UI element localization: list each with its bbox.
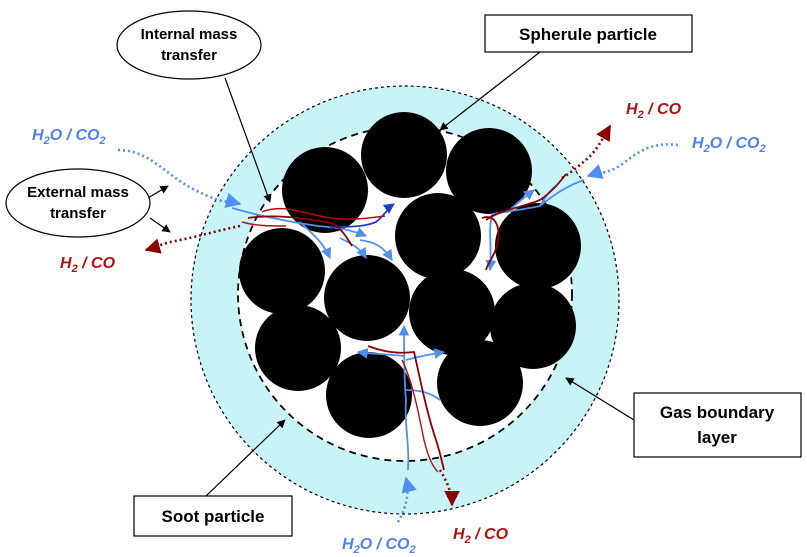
- product-label-right: H2 / CO: [626, 101, 682, 121]
- pore-path: [356, 348, 405, 359]
- pore-path: [299, 221, 331, 259]
- pointer-spherule: [439, 51, 541, 131]
- soot-particle-text: Soot particle: [162, 507, 265, 526]
- spherule: [324, 255, 410, 341]
- product-label-left: H2 / CO: [60, 255, 116, 275]
- pointer-internal-mass-transfer: [224, 77, 272, 203]
- pore-path: [405, 348, 446, 361]
- gas-boundary-text-line1: Gas boundary: [660, 403, 775, 422]
- spherule: [490, 283, 576, 369]
- pointer-external-top: [147, 185, 169, 199]
- gas-boundary-text-line2: layer: [697, 428, 737, 447]
- reactant-inflow-bottom: [396, 476, 417, 523]
- pore-path: [231, 207, 367, 238]
- pore-path: [401, 359, 439, 473]
- spherule: [282, 147, 368, 233]
- internal-mass-text-line2: transfer: [161, 47, 217, 64]
- pore-path: [339, 237, 367, 259]
- spherule: [326, 352, 412, 438]
- spherule: [239, 228, 325, 314]
- reactant-label-right: H2O / CO2: [692, 135, 766, 155]
- external-mass-text-line2: transfer: [50, 205, 106, 222]
- spherule: [409, 269, 495, 355]
- reactant-label-left: H2O / CO2: [32, 127, 106, 147]
- label-external-mass-transfer: External mass transfer: [5, 168, 151, 238]
- label-gas-boundary-layer: Gas boundary layer: [633, 392, 802, 458]
- pore-path: [329, 203, 395, 229]
- pointer-soot-particle: [205, 419, 286, 497]
- pore-path: [261, 207, 386, 220]
- pore-path: [485, 179, 585, 272]
- pointer-gas-boundary: [565, 377, 635, 421]
- internal-mass-text-line1: Internal mass: [141, 26, 238, 43]
- spherule: [395, 193, 481, 279]
- external-mass-text-line1: External mass: [27, 184, 129, 201]
- spherule-particle-text: Spherule particle: [519, 25, 657, 44]
- spherule: [255, 305, 341, 391]
- reactant-label-bottom: H2O / CO2: [342, 536, 416, 556]
- spherule: [437, 340, 523, 426]
- label-spherule-particle: Spherule particle: [484, 14, 693, 53]
- reactant-inflow-right: [586, 143, 679, 179]
- pore-path: [241, 221, 287, 227]
- product-label-bottom: H2 / CO: [453, 526, 509, 546]
- pointer-external-bottom: [149, 217, 171, 233]
- spherule: [446, 128, 532, 214]
- spherule: [495, 203, 581, 289]
- pore-path: [398, 324, 410, 471]
- pore-path: [359, 239, 393, 261]
- label-internal-mass-transfer: Internal mass transfer: [116, 10, 262, 80]
- spherule: [361, 112, 447, 198]
- product-outflow-left: [144, 224, 241, 254]
- pore-path: [247, 215, 353, 247]
- pore-path: [367, 345, 445, 471]
- label-soot-particle: Soot particle: [133, 495, 293, 537]
- pore-path: [485, 173, 567, 221]
- spherule-group: [239, 112, 581, 438]
